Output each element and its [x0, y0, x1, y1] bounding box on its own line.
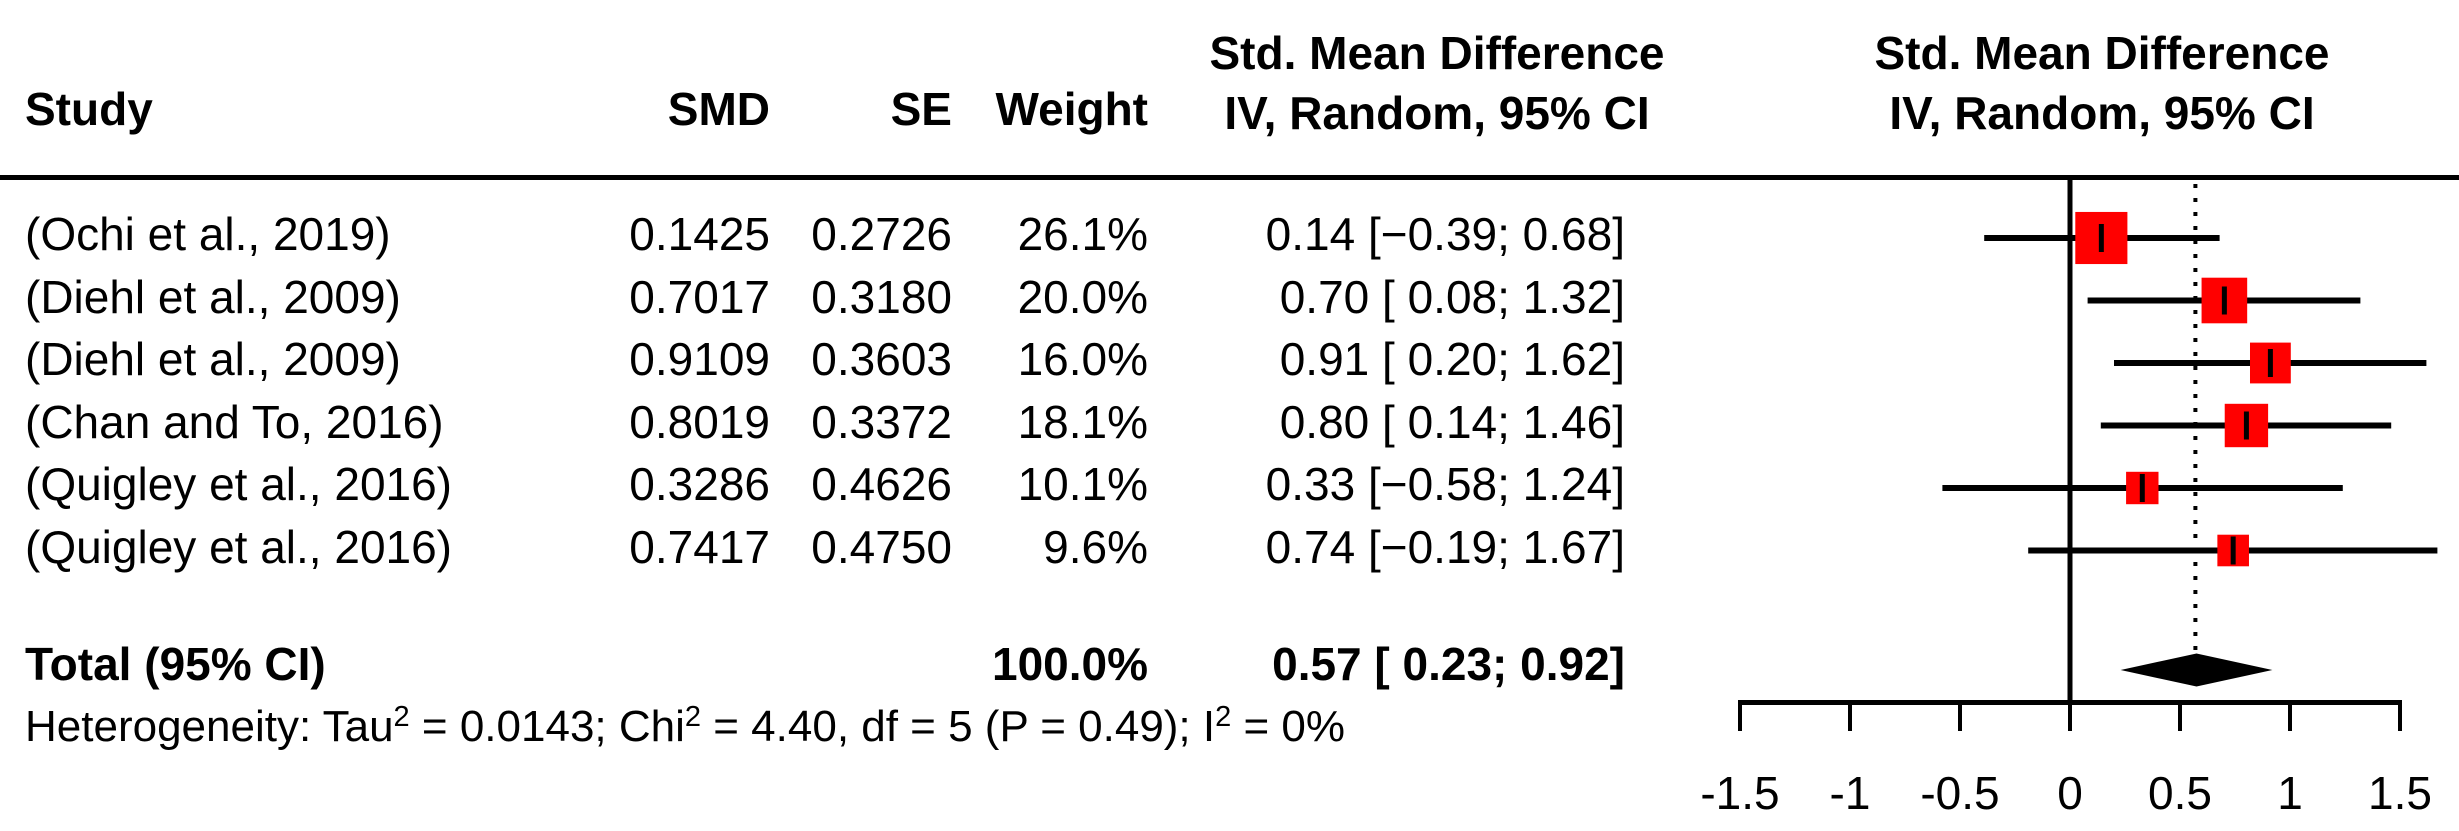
study-label: (Chan and To, 2016) [25, 395, 444, 448]
total-row-weight: 100.0% [991, 638, 1148, 690]
header-divider [0, 175, 2459, 180]
study-label: (Diehl et al., 2009) [25, 333, 401, 385]
se-column-header: SE [890, 83, 952, 135]
study-se: 0.3372 [811, 395, 952, 448]
study-smd: 0.8019 [629, 395, 770, 448]
x-axis-tick-label: -1.5 [1700, 767, 1780, 819]
study-smd: 0.3286 [629, 458, 770, 510]
study-se: 0.2726 [811, 208, 952, 260]
superscript: 2 [684, 701, 702, 733]
total-row-label: Total (95% CI) [25, 638, 326, 690]
x-axis-tick-label: -0.5 [1920, 767, 2000, 819]
plot-column-header-line1: Std. Mean Difference [1874, 27, 2330, 79]
study-se: 0.3603 [811, 333, 952, 385]
study-ci: 0.91 [ 0.20; 1.62] [1279, 333, 1625, 385]
x-axis-tick-label: 1 [2277, 767, 2303, 819]
study-weight: 16.0% [1017, 333, 1148, 385]
study-se: 0.4626 [811, 458, 952, 510]
superscript: 2 [393, 701, 410, 733]
effect-column-header-line2: IV, Random, 95% CI [1224, 87, 1650, 139]
study-ci: 0.80 [ 0.14; 1.46] [1279, 395, 1625, 448]
study-weight: 9.6% [1043, 520, 1148, 573]
smd-column-header: SMD [667, 83, 770, 135]
study-se: 0.3180 [811, 270, 952, 323]
heterogeneity-stats: Heterogeneity: Tau2 = 0.0143; Chi2 = 4.4… [25, 701, 1345, 752]
study-column-header: Study [25, 83, 153, 135]
study-ci: 0.14 [−0.39; 0.68] [1265, 208, 1625, 260]
heterogeneity-text: Heterogeneity: Tau [25, 702, 394, 751]
study-smd: 0.9109 [629, 333, 770, 385]
study-label: (Quigley et al., 2016) [25, 458, 453, 510]
study-smd: 0.7417 [629, 520, 770, 573]
study-label: (Ochi et al., 2019) [25, 208, 391, 260]
study-ci: 0.33 [−0.58; 1.24] [1265, 458, 1625, 510]
heterogeneity-text: = 0.0143; Chi [409, 702, 685, 751]
study-se: 0.4750 [811, 520, 952, 573]
study-weight: 18.1% [1017, 395, 1148, 448]
superscript: 2 [1215, 701, 1232, 733]
pooled-diamond [2120, 653, 2273, 687]
x-axis-tick-label: 0 [2057, 767, 2083, 819]
plot-column-header-line2: IV, Random, 95% CI [1889, 87, 2315, 139]
study-weight: 10.1% [1017, 458, 1148, 510]
study-weight: 20.0% [1017, 270, 1148, 323]
study-ci: 0.70 [ 0.08; 1.32] [1279, 270, 1625, 323]
study-label: (Diehl et al., 2009) [25, 270, 401, 323]
x-axis-tick-label: 0.5 [2148, 767, 2212, 819]
study-weight: 26.1% [1017, 208, 1148, 260]
total-row-ci: 0.57 [ 0.23; 0.92] [1272, 638, 1625, 690]
study-label: (Quigley et al., 2016) [25, 520, 453, 573]
study-ci: 0.74 [−0.19; 1.67] [1265, 520, 1625, 573]
study-smd: 0.7017 [629, 270, 770, 323]
weight-column-header: Weight [995, 83, 1148, 135]
x-axis-tick-label: 1.5 [2368, 767, 2432, 819]
heterogeneity-text: = 4.40, df = 5 (P = 0.49); I [701, 702, 1216, 751]
heterogeneity-text: = 0% [1231, 702, 1345, 751]
study-smd: 0.1425 [629, 208, 770, 260]
x-axis-tick-label: -1 [1829, 767, 1871, 819]
effect-column-header-line1: Std. Mean Difference [1209, 27, 1665, 79]
